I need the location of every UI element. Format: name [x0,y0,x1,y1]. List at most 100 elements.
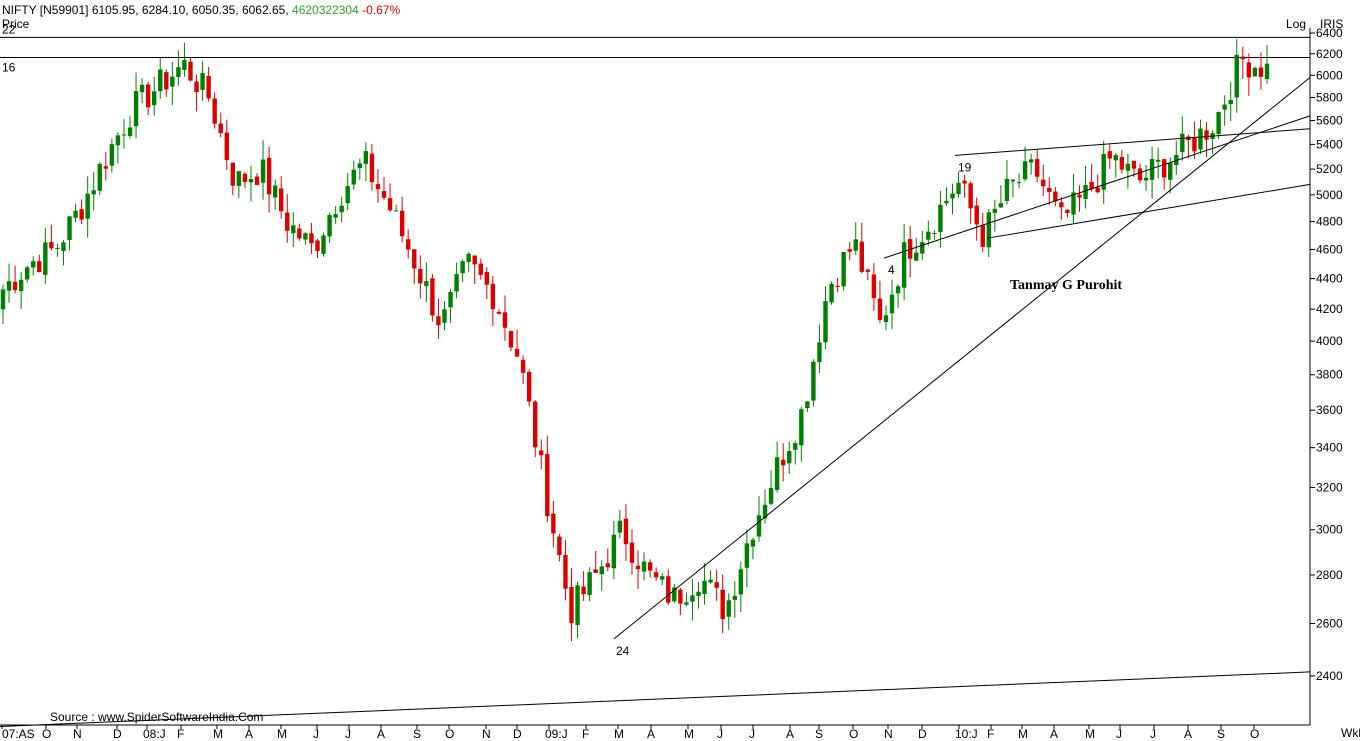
candle [545,435,550,523]
x-tick-label: O [445,727,454,741]
candle [581,571,586,601]
y-tick-label: 3400 [1316,441,1343,455]
candle [1228,81,1233,122]
x-tick-label: A [245,727,253,741]
x-tick-label: S [815,727,823,741]
x-tick-label: J [1116,727,1122,741]
candle [315,238,320,259]
candle [617,509,623,539]
candle [950,183,955,215]
candle [520,355,526,384]
x-tick-label: A [1050,727,1058,741]
price-annotation: 16 [2,61,16,75]
y-tick-label: 2400 [1316,669,1343,683]
candle [1143,165,1149,191]
candle [539,439,544,470]
candle [67,215,72,251]
price-annotation: 19 [958,160,972,174]
candle [944,187,949,206]
candle [279,176,284,219]
candle [932,230,937,240]
candle [339,196,344,223]
candle [1234,39,1239,113]
candle [1258,52,1264,90]
candle [37,254,42,273]
candle [49,224,54,251]
y-tick-label: 5200 [1316,162,1343,176]
candle [1041,164,1046,197]
log-scale-label[interactable]: Log [1286,17,1307,31]
source-label: Source : www.SpiderSoftwareIndia.Com [50,710,263,724]
candle [1192,121,1197,159]
candle [31,256,36,276]
y-tick-label: 2600 [1316,617,1343,631]
candle [158,57,163,99]
author-label: Tanmay G Purohit [1010,278,1122,293]
candle [309,222,314,254]
candle [526,369,532,407]
candle [1083,165,1088,209]
candle [805,401,810,413]
trend-line [0,671,1311,728]
candle [170,61,175,106]
candle [387,183,393,212]
candle [430,273,435,322]
x-tick-label: D [513,727,522,741]
x-tick-label: J [345,727,351,741]
candle [103,152,109,181]
candle [901,224,907,301]
candle [774,441,780,493]
candle [393,204,399,212]
candle [938,191,943,248]
volume-value: 4620322304 [292,3,359,17]
x-tick-label: O [42,727,51,741]
candle [793,441,798,465]
candle [466,251,471,273]
candle [629,529,635,575]
change-value: -0.67% [362,3,401,17]
candle [605,548,610,572]
candle [55,243,60,257]
x-tick-label: J [749,727,755,741]
x-tick-label: J [313,727,319,741]
candle [1252,66,1258,77]
candle [1004,160,1010,205]
candle [1119,150,1125,174]
y-tick-label: 3000 [1316,523,1343,537]
y-tick-label: 4800 [1316,215,1343,229]
candle [1174,140,1179,175]
symbol-label: NIFTY [N59901] [2,3,89,17]
candle [442,301,447,331]
candle [762,489,768,524]
x-tick-label: F [582,727,589,741]
candle [1240,46,1246,79]
candle [883,305,889,331]
candle [1010,179,1016,198]
candle [623,504,629,561]
trend-line [986,183,1311,239]
candle [956,171,961,198]
x-tick-label: S [413,727,421,741]
candle [690,578,695,621]
y-tick-label: 6200 [1316,47,1343,61]
x-tick-label: J [717,727,723,741]
candle [303,232,308,245]
y-tick-label: 5600 [1316,114,1343,128]
candle [895,284,901,308]
candle [460,259,465,283]
candle [859,222,864,274]
candle [1034,149,1040,183]
candle [363,142,369,182]
candle [448,288,453,324]
candle [756,496,762,542]
candle [684,592,689,607]
candle [720,574,725,634]
candle [291,212,296,248]
x-tick-label: J [1150,727,1156,741]
candle [91,171,96,211]
candle [1028,153,1034,175]
candle [811,359,816,407]
x-tick-label: 10:J [955,727,978,741]
candle [12,265,18,294]
x-tick-label: S [1217,727,1225,741]
